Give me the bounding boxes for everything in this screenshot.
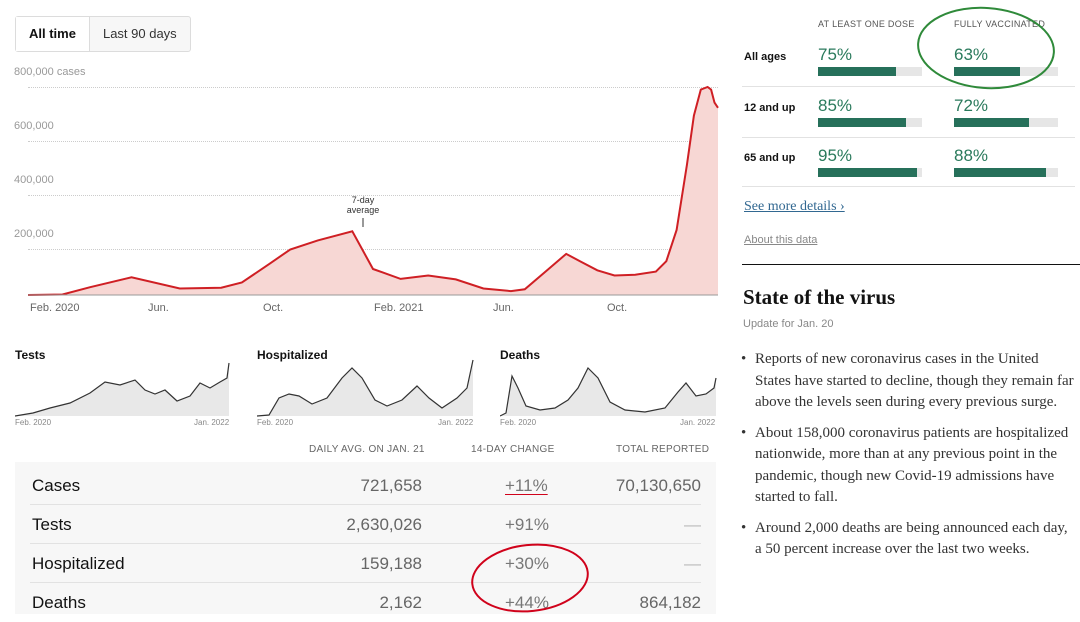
table-row: Deaths 2,162 +44% 864,182 (15, 583, 716, 622)
vacc-one-dose-pct: 85% (818, 96, 853, 115)
row-total: 70,130,650 (615, 476, 701, 495)
row-total: — (684, 554, 701, 573)
seven-day-average-line (28, 85, 719, 296)
about-this-data-link[interactable]: About this data (744, 234, 818, 246)
green-annotation-circle (917, 6, 1055, 90)
hospitalized-sparkline (257, 359, 474, 417)
progress-bar (818, 118, 922, 127)
progress-bar (954, 118, 1058, 127)
divider (742, 186, 1075, 187)
row-daily: 159,188 (360, 554, 422, 573)
row-change: +91% (505, 515, 549, 534)
x-tick: Feb. 2021 (374, 302, 424, 314)
progress-bar (818, 67, 922, 76)
vacc-one-dose-pct: 95% (818, 146, 853, 165)
time-range-toggle: All time Last 90 days (15, 16, 191, 52)
row-daily: 2,630,026 (346, 515, 422, 534)
row-name: Deaths (32, 593, 86, 612)
mini-start-date: Feb. 2020 (15, 418, 52, 427)
red-annotation-circle (471, 543, 589, 613)
row-change: +44% (505, 593, 549, 612)
progress-bar (954, 67, 1058, 76)
vacc-full-pct: 88% (954, 146, 989, 165)
list-item: Reports of new coronavirus cases in the … (741, 349, 1076, 414)
x-tick: Jun. (148, 302, 169, 314)
gridline (28, 249, 718, 250)
mini-chart-title-hospitalized: Hospitalized (257, 348, 328, 362)
y-tick-600k: 600,000 (14, 120, 54, 132)
y-tick-400k: 400,000 (14, 174, 54, 186)
gridline (28, 195, 718, 196)
see-more-details-link[interactable]: See more details › (744, 199, 845, 214)
deaths-sparkline (500, 366, 717, 417)
summary-list: Reports of new coronavirus cases in the … (741, 349, 1076, 570)
row-name: Cases (32, 476, 81, 495)
mini-end-date: Jan. 2022 (194, 418, 230, 427)
x-tick: Oct. (263, 302, 284, 314)
x-tick: Jun. (493, 302, 514, 314)
vacc-row-label: 65 and up (744, 152, 796, 164)
mini-start-date: Feb. 2020 (257, 418, 294, 427)
last-90-days-button[interactable]: Last 90 days (102, 26, 177, 41)
mini-end-date: Jan. 2022 (438, 418, 474, 427)
vacc-row-label: 12 and up (744, 102, 796, 114)
list-item: Around 2,000 deaths are being announced … (741, 518, 1076, 561)
vacc-full-pct: 63% (954, 45, 989, 64)
annotation-line-2: average (346, 205, 380, 215)
chart-annotation: 7-day average (333, 195, 393, 215)
table-row: Cases 721,658 +11% 70,130,650 (15, 466, 716, 505)
header-fully-vaccinated: FULLY VACCINATED (954, 19, 1046, 29)
gridline (28, 141, 718, 142)
mini-end-date: Jan. 2022 (680, 418, 716, 427)
row-total: — (684, 515, 701, 534)
row-change: +11% (505, 476, 548, 495)
mini-chart-title-deaths: Deaths (500, 348, 541, 362)
header-one-dose: AT LEAST ONE DOSE (818, 19, 915, 29)
y-tick-200k: 200,000 (14, 228, 54, 240)
gridline (28, 87, 718, 88)
row-name: Tests (32, 515, 72, 534)
divider (742, 137, 1075, 138)
progress-bar (954, 168, 1058, 177)
table-row: Hospitalized 159,188 +30% — (15, 544, 716, 583)
update-date: Update for Jan. 20 (743, 318, 834, 330)
row-total: 864,182 (639, 593, 701, 612)
list-item: About 158,000 coronavirus patients are h… (741, 423, 1076, 509)
mini-chart-title-tests: Tests (15, 348, 46, 362)
annotation-line-1: 7-day (351, 195, 375, 205)
all-time-button[interactable]: All time (16, 17, 90, 51)
vacc-one-dose-pct: 75% (818, 45, 853, 64)
header-daily-avg: DAILY AVG. ON JAN. 21 (309, 444, 425, 455)
stats-table (15, 462, 716, 614)
row-name: Hospitalized (32, 554, 125, 573)
progress-bar (818, 168, 922, 177)
state-of-virus-title: State of the virus (743, 285, 896, 309)
header-total-reported: TOTAL REPORTED (616, 444, 710, 455)
divider (742, 86, 1075, 87)
cases-area (28, 87, 718, 295)
cases-area-chart (28, 85, 719, 296)
y-tick-800k: 800,000 cases (14, 66, 86, 78)
x-tick: Feb. 2020 (30, 302, 80, 314)
mini-start-date: Feb. 2020 (500, 418, 537, 427)
tests-sparkline (15, 362, 230, 417)
row-change: +30% (505, 554, 549, 573)
row-daily: 2,162 (379, 593, 422, 612)
header-14-day-change: 14-DAY CHANGE (471, 444, 555, 455)
vacc-full-pct: 72% (954, 96, 989, 115)
section-divider (742, 264, 1080, 265)
table-row: Tests 2,630,026 +91% — (15, 505, 716, 544)
vacc-row-label: All ages (744, 51, 787, 63)
row-daily: 721,658 (360, 476, 422, 495)
x-tick: Oct. (607, 302, 628, 314)
